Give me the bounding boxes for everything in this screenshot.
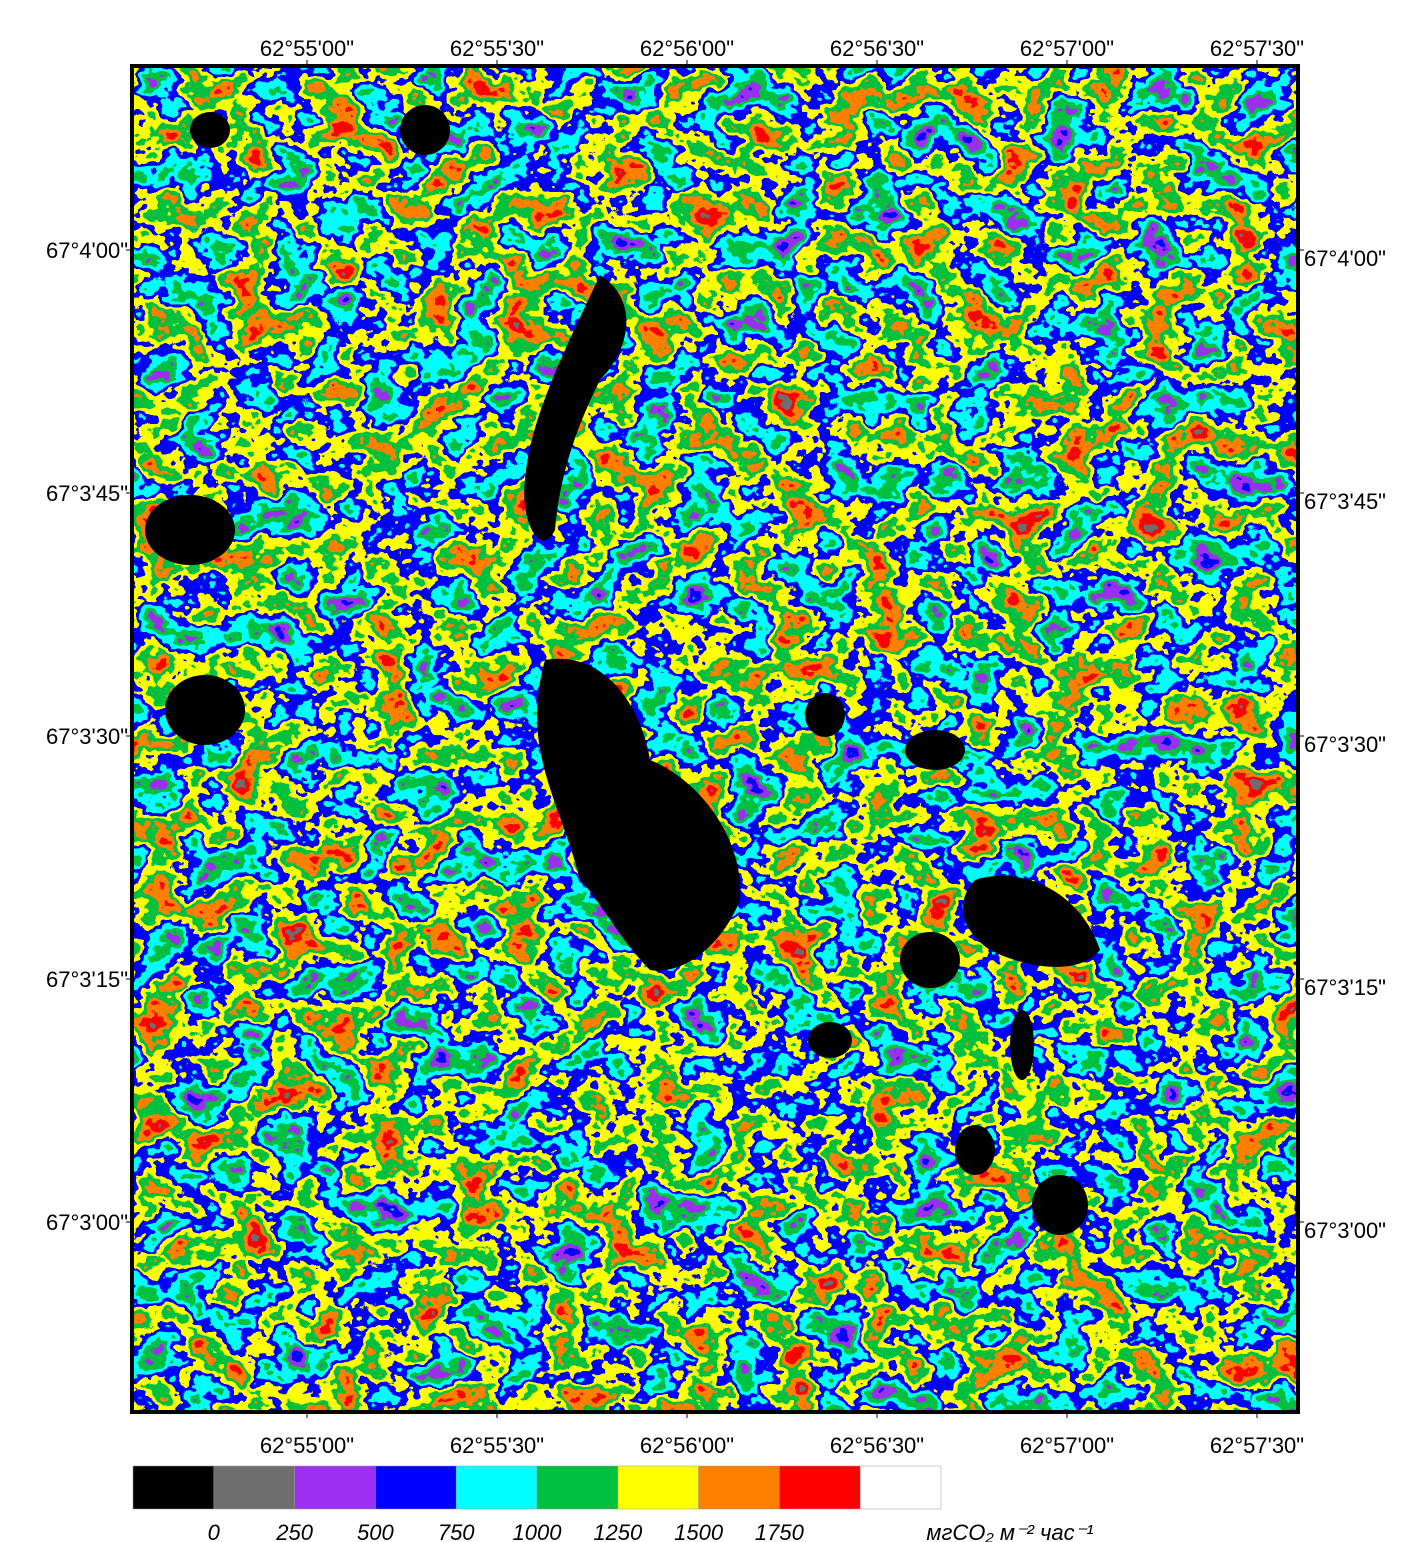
legend: 0 250 500 750 1000 1250 1500 1750 мгCO₂ м⁻² час⁻… xyxy=(133,1466,1094,1542)
lon-label-bottom: 62°57'30" xyxy=(1210,1433,1304,1458)
page: {"map": { "lon_labels": ["62°55'00\"", "… xyxy=(0,0,1415,1542)
lon-label-top: 62°57'30" xyxy=(1210,36,1304,61)
lake xyxy=(905,730,965,770)
legend-tick-label: 500 xyxy=(357,1520,394,1542)
lat-label-left: 67°3'15" xyxy=(46,967,128,992)
legend-swatch xyxy=(214,1466,295,1509)
lat-label-left: 67°4'00" xyxy=(46,238,128,263)
legend-tick-label: 0 xyxy=(208,1520,221,1542)
lake xyxy=(1010,1010,1034,1080)
lat-label-left: 67°3'45" xyxy=(46,481,128,506)
legend-swatch xyxy=(779,1466,860,1509)
legend-swatch xyxy=(860,1466,941,1509)
lake xyxy=(900,932,960,988)
lake xyxy=(190,112,230,148)
lon-label-top: 62°55'30" xyxy=(450,36,544,61)
legend-unit: мгCO₂ м⁻² час⁻¹ xyxy=(926,1520,1093,1542)
lake xyxy=(165,675,245,745)
legend-swatch xyxy=(133,1466,214,1509)
lat-label-right: 67°3'30" xyxy=(1304,732,1386,757)
map-figure: 0 250 500 750 1000 1250 1500 1750 мгCO₂ м⁻² час⁻… xyxy=(0,0,1415,1542)
legend-tick-label: 250 xyxy=(275,1520,313,1542)
lake xyxy=(805,693,845,737)
lon-label-top: 62°57'00" xyxy=(1020,36,1114,61)
legend-tick-label: 1750 xyxy=(755,1520,805,1542)
lake xyxy=(400,105,450,155)
lon-label-bottom: 62°55'00" xyxy=(260,1433,354,1458)
lat-label-right: 67°3'15" xyxy=(1304,975,1386,1000)
lon-label-top: 62°55'00" xyxy=(260,36,354,61)
lat-label-right: 67°4'00" xyxy=(1304,246,1386,271)
legend-tick-label: 1250 xyxy=(593,1520,643,1542)
legend-tick-label: 1000 xyxy=(513,1520,563,1542)
flux-raster xyxy=(132,66,1298,1412)
legend-swatch xyxy=(699,1466,780,1509)
legend-swatch xyxy=(456,1466,537,1509)
lon-label-top: 62°56'30" xyxy=(830,36,924,61)
legend-swatch xyxy=(295,1466,376,1509)
lake xyxy=(808,1022,852,1058)
lat-label-left: 67°3'00" xyxy=(46,1210,128,1235)
legend-swatch xyxy=(618,1466,699,1509)
lat-label-right: 67°3'00" xyxy=(1304,1218,1386,1243)
raster xyxy=(132,66,1298,1412)
legend-swatch xyxy=(537,1466,618,1509)
lon-label-bottom: 62°57'00" xyxy=(1020,1433,1114,1458)
lon-label-bottom: 62°56'30" xyxy=(830,1433,924,1458)
lon-label-top: 62°56'00" xyxy=(640,36,734,61)
lake xyxy=(145,495,235,565)
legend-tick-label: 1500 xyxy=(674,1520,724,1542)
legend-tick-label: 750 xyxy=(438,1520,475,1542)
legend-swatch xyxy=(375,1466,456,1509)
lake xyxy=(955,1125,995,1175)
lat-label-left: 67°3'30" xyxy=(46,724,128,749)
lon-label-bottom: 62°56'00" xyxy=(640,1433,734,1458)
lon-label-bottom: 62°55'30" xyxy=(450,1433,544,1458)
lat-label-right: 67°3'45" xyxy=(1304,489,1386,514)
lake xyxy=(1032,1175,1088,1235)
